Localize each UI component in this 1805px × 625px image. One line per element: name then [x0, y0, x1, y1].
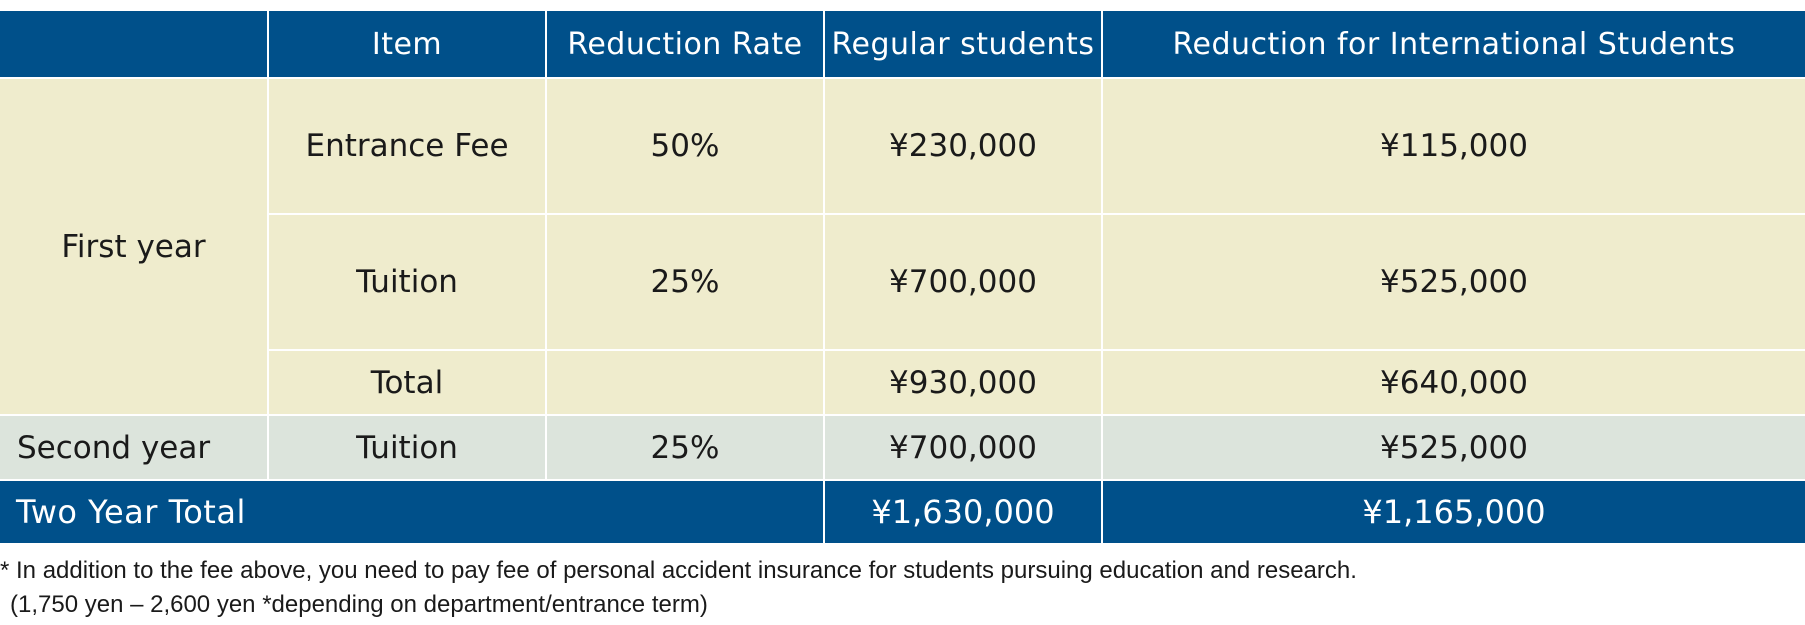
reduced-cell: ¥525,000: [1101, 213, 1805, 351]
header-reduction-international: Reduction for International Students: [1101, 11, 1805, 79]
table-header-row: Item Reduction Rate Regular students Red…: [0, 11, 1805, 79]
item-cell: Tuition: [267, 414, 547, 481]
second-year-label: Second year: [0, 414, 269, 481]
item-cell: Tuition: [268, 213, 547, 351]
header-blank: [0, 11, 269, 79]
rate-cell: 50%: [545, 77, 825, 215]
rate-cell: 25%: [545, 414, 825, 481]
two-year-total-row: Two Year Total ¥1,630,000 ¥1,165,000: [0, 479, 1805, 543]
total-regular-cell: ¥1,630,000: [823, 479, 1103, 543]
header-reduction-rate: Reduction Rate: [545, 11, 825, 79]
table-row: Total ¥930,000 ¥640,000: [0, 349, 1805, 416]
table-row: First year Entrance Fee 50% ¥230,000 ¥11…: [0, 77, 1805, 416]
regular-cell: ¥700,000: [823, 213, 1103, 351]
footnote-insurance: * In addition to the fee above, you need…: [0, 557, 1357, 584]
footnote-insurance-range: (1,750 yen – 2,600 yen *depending on dep…: [10, 591, 708, 618]
first-year-label: First year: [0, 77, 269, 416]
two-year-total-label: Two Year Total: [0, 479, 825, 543]
rate-cell: 25%: [545, 213, 825, 351]
footnotes: * In addition to the fee above, you need…: [0, 554, 1805, 622]
regular-cell: ¥230,000: [823, 77, 1103, 215]
table-row: Tuition 25% ¥700,000 ¥525,000: [0, 213, 1805, 351]
regular-cell: ¥700,000: [823, 414, 1103, 481]
total-reduced-cell: ¥1,165,000: [1101, 479, 1805, 543]
rate-cell: [545, 349, 825, 416]
reduced-cell: ¥115,000: [1101, 77, 1805, 215]
item-cell: Entrance Fee: [267, 77, 547, 215]
item-cell: Total: [268, 349, 547, 416]
reduced-cell: ¥525,000: [1101, 414, 1805, 481]
table-row: Second year Tuition 25% ¥700,000 ¥525,00…: [0, 414, 1805, 481]
regular-cell: ¥930,000: [823, 349, 1103, 416]
header-regular-students: Regular students: [823, 11, 1103, 79]
fee-reduction-table: Item Reduction Rate Regular students Red…: [0, 11, 1805, 543]
header-item: Item: [267, 11, 547, 79]
reduced-cell: ¥640,000: [1101, 349, 1805, 416]
